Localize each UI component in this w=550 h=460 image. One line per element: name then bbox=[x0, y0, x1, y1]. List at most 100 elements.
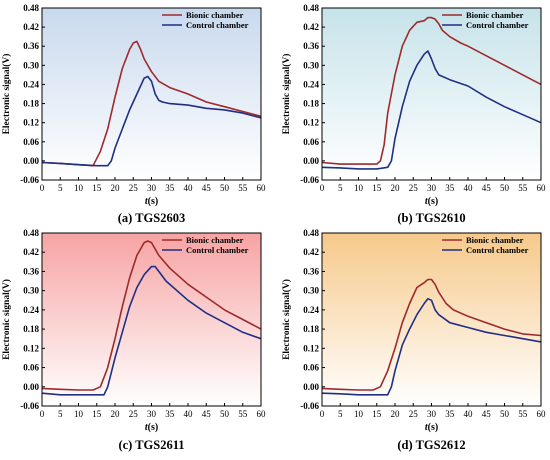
x-tick-label: 60 bbox=[257, 183, 267, 193]
x-tick-label: 40 bbox=[184, 183, 194, 193]
x-tick-label: 5 bbox=[58, 409, 63, 419]
x-tick-label: 30 bbox=[147, 183, 157, 193]
y-axis-label: Electronic signal(V) bbox=[1, 54, 12, 135]
y-tick-label: 0.42 bbox=[23, 247, 39, 257]
y-tick-label: 0.12 bbox=[23, 118, 39, 128]
plot-background bbox=[322, 8, 541, 180]
y-tick-label: 0.42 bbox=[23, 22, 39, 32]
series-line-bionic bbox=[41, 40, 262, 167]
x-tick-label: 5 bbox=[58, 183, 63, 193]
y-tick-label: 0.12 bbox=[303, 118, 319, 128]
x-tick-label: 20 bbox=[391, 409, 401, 419]
x-tick-label: 25 bbox=[129, 409, 139, 419]
legend-label: Bionic chamber bbox=[466, 10, 524, 20]
legend-label: Bionic chamber bbox=[186, 235, 244, 245]
y-tick-label: 0.48 bbox=[23, 228, 39, 238]
x-tick-label: 60 bbox=[537, 183, 547, 193]
x-tick-label: 25 bbox=[409, 409, 419, 419]
x-tick-label: 10 bbox=[74, 409, 84, 419]
plot-background bbox=[322, 233, 541, 406]
x-tick-label: 45 bbox=[202, 409, 212, 419]
y-tick-label: 0.12 bbox=[303, 343, 319, 353]
plot-background bbox=[42, 8, 261, 180]
y-tick-label: 0.36 bbox=[23, 266, 39, 276]
x-tick-label: 5 bbox=[338, 183, 343, 193]
x-tick-label: 50 bbox=[220, 183, 230, 193]
x-tick-label: 30 bbox=[427, 183, 437, 193]
legend-label: Control chamber bbox=[186, 245, 249, 255]
x-tick-label: 50 bbox=[500, 409, 510, 419]
y-tick-label: 0.00 bbox=[23, 156, 39, 166]
y-tick-label: 0.48 bbox=[303, 3, 319, 13]
x-axis-label-var: t bbox=[425, 196, 429, 207]
series-line-bionic bbox=[321, 16, 542, 165]
x-tick-label: 0 bbox=[320, 409, 325, 419]
y-tick-label: 0.30 bbox=[303, 286, 319, 296]
x-axis-label-unit: (s) bbox=[428, 422, 439, 433]
y-tick-label: 0.24 bbox=[23, 305, 39, 315]
x-tick-label: 60 bbox=[537, 409, 547, 419]
y-tick-label: 0.24 bbox=[303, 79, 319, 89]
x-tick-label: 10 bbox=[354, 183, 364, 193]
x-tick-label: 15 bbox=[372, 409, 382, 419]
x-tick-label: 30 bbox=[147, 409, 157, 419]
x-tick-label: 20 bbox=[111, 409, 121, 419]
y-tick-label: 0.18 bbox=[23, 99, 39, 109]
series-line-control bbox=[321, 297, 542, 396]
x-tick-label: 40 bbox=[464, 409, 474, 419]
y-tick-label: 0.00 bbox=[303, 156, 319, 166]
x-tick-label: 45 bbox=[482, 183, 492, 193]
legend-label: Bionic chamber bbox=[186, 10, 244, 20]
x-tick-label: 15 bbox=[92, 183, 102, 193]
x-tick-label: 25 bbox=[129, 183, 139, 193]
x-axis-label: t(s) bbox=[425, 196, 438, 207]
y-tick-label: 0.36 bbox=[23, 41, 39, 51]
y-tick-label: -0.06 bbox=[20, 175, 39, 185]
x-tick-label: 45 bbox=[202, 183, 212, 193]
y-tick-label: 0.24 bbox=[23, 79, 39, 89]
y-tick-label: 0.12 bbox=[23, 343, 39, 353]
x-axis-label-unit: (s) bbox=[148, 196, 159, 207]
x-axis-label-var: t bbox=[425, 422, 429, 433]
y-tick-label: 0.42 bbox=[303, 22, 319, 32]
x-axis-label-unit: (s) bbox=[428, 196, 439, 207]
x-tick-label: 55 bbox=[518, 183, 528, 193]
x-tick-label: 55 bbox=[238, 409, 248, 419]
x-tick-label: 30 bbox=[427, 409, 437, 419]
x-tick-label: 15 bbox=[372, 183, 382, 193]
y-tick-label: 0.18 bbox=[303, 324, 319, 334]
y-tick-label: 0.00 bbox=[303, 382, 319, 392]
x-tick-label: 10 bbox=[74, 183, 84, 193]
x-axis-label: t(s) bbox=[145, 196, 158, 207]
x-tick-label: 50 bbox=[500, 183, 510, 193]
y-tick-label: 0.48 bbox=[303, 228, 319, 238]
y-tick-label: 0.36 bbox=[303, 266, 319, 276]
legend-label: Control chamber bbox=[466, 245, 529, 255]
y-tick-label: 0.00 bbox=[23, 382, 39, 392]
x-tick-label: 55 bbox=[238, 183, 248, 193]
legend-label: Control chamber bbox=[466, 20, 529, 30]
x-tick-label: 35 bbox=[165, 409, 175, 419]
x-axis-label-var: t bbox=[145, 422, 149, 433]
series-line-control bbox=[41, 265, 262, 396]
x-tick-label: 0 bbox=[320, 183, 325, 193]
panel-caption: (c) TGS2611 bbox=[118, 438, 184, 452]
chart-panel-2: 0 5 10 15 20 25 30 35 40 45 50 55 60 -0.06 0.00 0.06 0.1… bbox=[281, 3, 546, 225]
y-tick-label: 0.30 bbox=[303, 60, 319, 70]
legend-label: Control chamber bbox=[186, 20, 249, 30]
x-tick-label: 45 bbox=[482, 409, 492, 419]
x-tick-label: 55 bbox=[518, 409, 528, 419]
y-tick-label: 0.06 bbox=[23, 363, 39, 373]
x-tick-label: 20 bbox=[391, 183, 401, 193]
x-tick-label: 20 bbox=[111, 183, 121, 193]
chart-panel-3: 0 5 10 15 20 25 30 35 40 45 50 55 60 -0.06 0.00 0.06 0.1… bbox=[1, 228, 266, 452]
x-tick-label: 5 bbox=[338, 409, 343, 419]
x-axis-label-unit: (s) bbox=[148, 422, 159, 433]
x-tick-label: 0 bbox=[40, 409, 45, 419]
x-tick-label: 10 bbox=[354, 409, 364, 419]
chart-panel-4: 0 5 10 15 20 25 30 35 40 45 50 55 60 -0.06 0.00 0.06 0.1… bbox=[281, 228, 546, 452]
y-tick-label: -0.06 bbox=[20, 401, 39, 411]
x-axis-label-var: t bbox=[145, 196, 149, 207]
y-tick-label: 0.24 bbox=[303, 305, 319, 315]
